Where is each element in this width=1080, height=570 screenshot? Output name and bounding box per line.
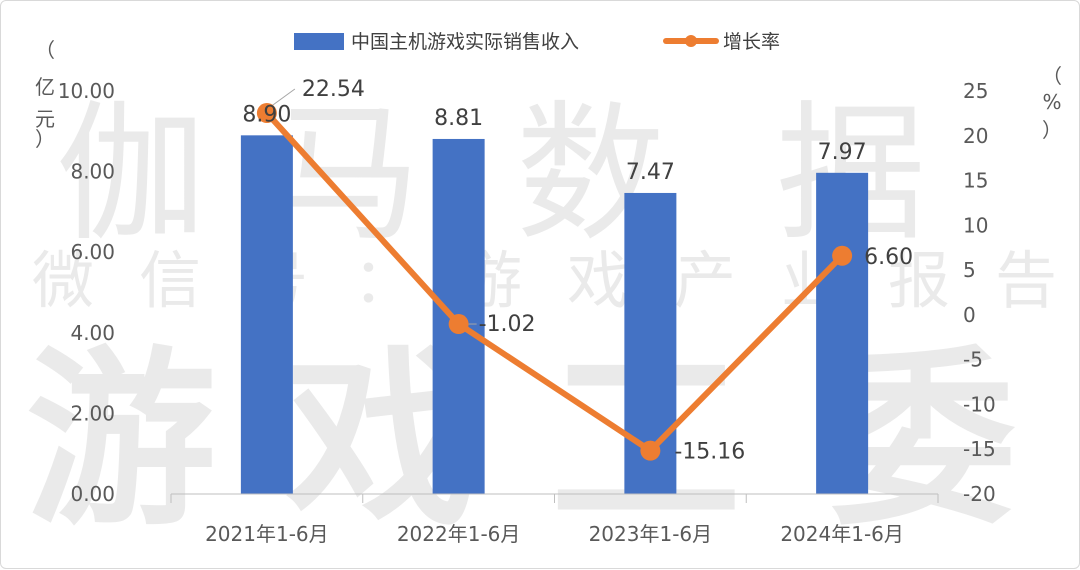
bar-series — [240, 135, 869, 495]
right-tick-label: -20 — [963, 482, 996, 506]
left-tick-label: 10.00 — [58, 79, 115, 103]
x-tick-label: 2023年1-6月 — [589, 522, 713, 546]
growth-point-3 — [640, 440, 661, 461]
right-axis-label-char: ） — [1042, 118, 1062, 142]
watermark-char: 戏 — [567, 244, 629, 317]
left-y-axis: 0.00 2.00 4.00 6.00 8.00 10.00（ 亿元） — [35, 38, 115, 506]
right-tick-label: 15 — [963, 169, 988, 193]
left-axis-label-char: 元 — [35, 107, 55, 131]
watermark-char: ： — [353, 244, 415, 317]
line-value-label: -15.16 — [674, 440, 745, 465]
watermark-char: 伽 — [56, 88, 206, 262]
legend-label-bar: 中国主机游戏实际销售收入 — [351, 31, 579, 53]
watermark-char: 马 — [271, 88, 421, 262]
legend-swatch-marker — [685, 35, 697, 47]
left-axis-label-char: ） — [35, 127, 55, 151]
growth-point-2 — [448, 314, 469, 335]
right-y-axis: -20 -15 -10 -5 0 5 10 15 20 25 （% ） — [963, 64, 1062, 506]
watermark-char: 产 — [674, 244, 736, 317]
x-tick-label: 2022年1-6月 — [397, 522, 521, 546]
line-value-label: -1.02 — [479, 312, 536, 337]
x-tick-label: 2021年1-6月 — [205, 522, 329, 546]
right-tick-label: 20 — [963, 124, 988, 148]
x-tick-label: 2024年1-6月 — [780, 522, 904, 546]
left-tick-label: 0.00 — [70, 482, 115, 506]
right-tick-label: -5 — [963, 348, 983, 372]
left-tick-label: 4.00 — [70, 321, 115, 345]
growth-point-4 — [832, 245, 853, 266]
line-value-label: 22.54 — [302, 77, 365, 102]
bar-4 — [816, 172, 869, 494]
growth-line — [263, 110, 846, 454]
watermark: 伽马数据微信号：游戏产业报告游戏工委 — [26, 88, 1057, 551]
watermark-char: 信 — [139, 244, 201, 317]
right-tick-label: 0 — [963, 303, 976, 327]
left-axis-label-char: 亿 — [35, 75, 55, 99]
right-tick-label: -15 — [963, 437, 996, 461]
left-tick-label: 2.00 — [70, 401, 115, 425]
line-value-label: 6.60 — [864, 245, 913, 270]
watermark-char: 报 — [888, 244, 950, 317]
left-axis-label-char: （ — [35, 38, 55, 62]
right-axis-label-char: （ — [1042, 64, 1062, 88]
leader-line — [272, 88, 296, 106]
right-tick-label: 25 — [963, 79, 988, 103]
bar-value-label: 7.47 — [626, 160, 675, 185]
watermark-char: 游 — [26, 330, 216, 551]
data-labels: 8.90 8.81 7.47 7.97 22.54 -1.02 -15.16 6.60 — [242, 77, 913, 465]
bar-value-label: 7.97 — [818, 140, 867, 165]
x-axis: 2021年1-6月 2022年1-6月 2023年1-6月 2024年1-6月 — [170, 493, 939, 546]
growth-point-1 — [256, 103, 277, 124]
left-tick-label: 8.00 — [70, 160, 115, 184]
legend-swatch-bar — [294, 33, 344, 50]
right-tick-label: 10 — [963, 213, 988, 237]
right-tick-label: 5 — [963, 258, 976, 282]
bar-value-label: 8.90 — [242, 102, 291, 127]
right-tick-label: -10 — [963, 392, 996, 416]
left-tick-label: 6.00 — [70, 240, 115, 264]
legend-label-line: 增长率 — [723, 31, 780, 53]
line-series — [256, 103, 853, 461]
bar-value-label: 8.81 — [434, 106, 483, 131]
legend: 中国主机游戏实际销售收入 增长率 — [294, 31, 780, 53]
bar-1 — [240, 135, 293, 494]
right-axis-label-char: % — [1042, 90, 1061, 114]
watermark-char: 微 — [32, 244, 94, 317]
watermark-char: 告 — [995, 244, 1057, 317]
